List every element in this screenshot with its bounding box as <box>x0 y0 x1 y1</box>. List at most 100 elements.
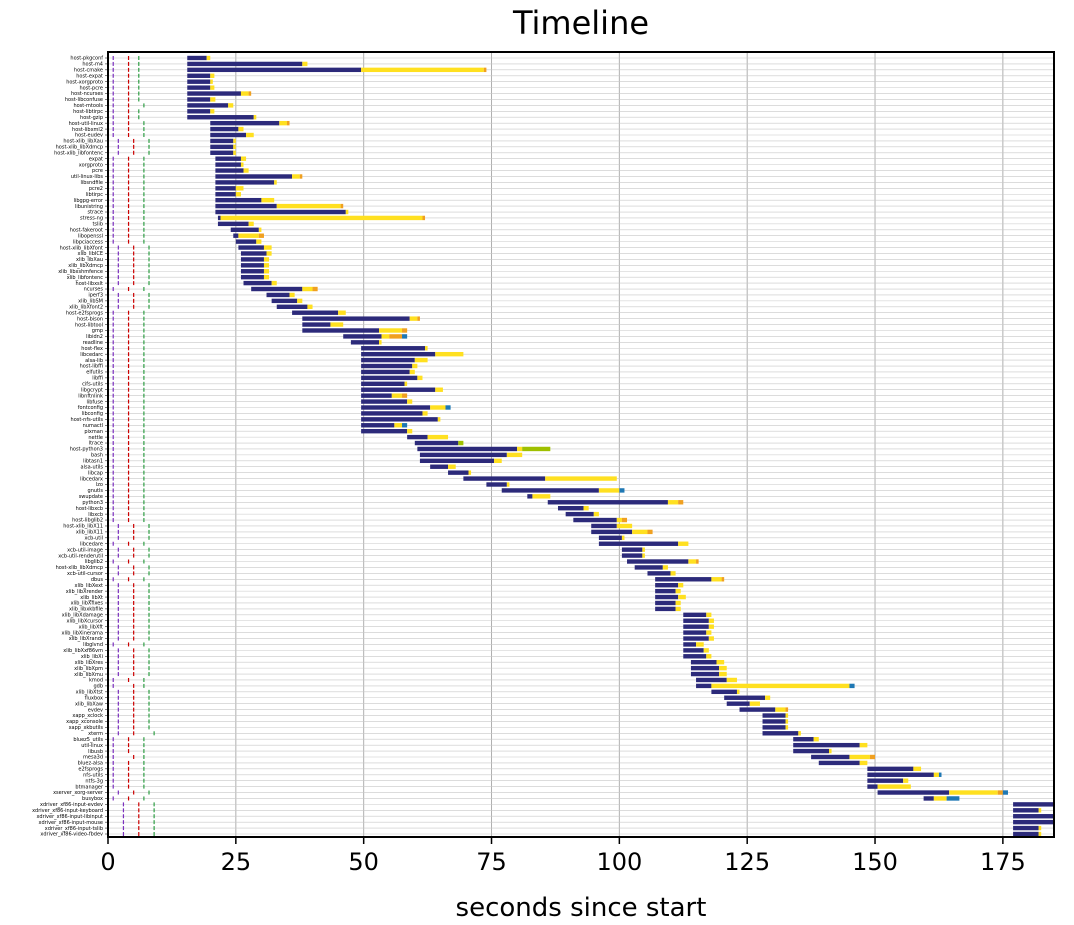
step-bar <box>215 192 236 197</box>
y-tick-label: host-mtools <box>73 103 103 109</box>
step-bar <box>302 61 308 67</box>
step-bar <box>233 150 236 155</box>
stage-mark <box>143 737 145 742</box>
step-bar <box>616 517 622 523</box>
x-tick-label: 100 <box>596 848 642 876</box>
step-bar <box>678 594 686 600</box>
y-tick-label: stress-ng <box>80 216 103 222</box>
step-bar <box>708 636 714 641</box>
y-tick-label: xdriver_xf86-input-mouse <box>39 820 104 826</box>
step-bar <box>573 517 617 523</box>
step-bar <box>391 393 403 398</box>
stage-mark <box>112 381 114 386</box>
stage-mark <box>143 180 145 185</box>
stage-mark <box>143 346 145 351</box>
stage-mark <box>143 446 145 451</box>
stage-mark <box>148 583 150 588</box>
y-tick-label: cifs-utils <box>82 382 103 388</box>
step-bar <box>256 239 262 244</box>
stage-mark <box>143 156 145 161</box>
y-tick-label: gmp <box>92 328 103 334</box>
y-tick-label: libusb <box>88 749 103 755</box>
stage-mark <box>127 423 130 428</box>
step-bar <box>233 138 236 144</box>
step-bar <box>187 73 211 78</box>
stage-mark <box>133 636 135 641</box>
step-bar <box>719 665 727 671</box>
row-grid <box>108 57 1054 835</box>
step-bar <box>248 91 252 96</box>
stage-mark <box>143 393 145 398</box>
stage-mark <box>127 352 130 357</box>
stage-mark <box>133 707 135 712</box>
step-bar <box>683 648 704 653</box>
step-bar <box>430 464 449 469</box>
stage-mark <box>143 429 145 434</box>
stage-mark <box>117 595 119 600</box>
step-bar <box>762 731 799 736</box>
stage-mark <box>148 654 150 659</box>
y-tick-label: host-xlib_libXdmcp <box>56 145 103 151</box>
step-bar <box>811 754 850 760</box>
y-tick-label: bluez5_utils <box>73 737 103 743</box>
step-bar <box>233 233 239 238</box>
step-bar <box>483 67 487 73</box>
step-bar <box>187 79 211 84</box>
step-bar <box>598 541 679 546</box>
y-tick-label: libgcrypt <box>81 387 103 393</box>
step-bar <box>414 357 428 363</box>
y-tick-label: kmod <box>89 678 103 684</box>
step-bar <box>338 310 346 315</box>
stage-mark <box>143 369 145 374</box>
step-bar <box>302 328 380 333</box>
y-tick-label: util-linux-libs <box>71 174 104 180</box>
stage-mark <box>143 322 145 327</box>
stage-mark <box>112 127 114 132</box>
stage-mark <box>133 624 135 629</box>
stage-mark <box>112 85 114 90</box>
y-tick-label: libcedarx <box>80 476 103 482</box>
stage-mark <box>143 470 145 475</box>
stage-mark <box>133 547 135 552</box>
plot-frame <box>107 51 1055 838</box>
stage-mark <box>143 476 145 481</box>
stage-mark <box>112 399 114 404</box>
stage-mark <box>127 429 130 434</box>
step-bar <box>785 719 789 724</box>
step-bar <box>621 553 643 558</box>
step-bar <box>849 754 870 760</box>
stage-mark <box>133 600 135 605</box>
stage-mark <box>117 535 119 540</box>
stage-mark <box>148 251 150 256</box>
y-tick-label: xlib_libXdmcp <box>68 263 103 269</box>
step-bar <box>210 79 213 84</box>
stage-mark <box>133 535 135 540</box>
stage-mark <box>112 387 114 392</box>
y-tick-label: xlib_libXdamage <box>62 613 103 619</box>
stage-mark <box>138 61 140 66</box>
stage-mark <box>127 760 130 765</box>
step-bar <box>642 553 645 558</box>
y-tick-label: host-libconfuse <box>65 97 103 103</box>
stage-mark <box>112 778 114 783</box>
step-bar <box>647 529 653 535</box>
stage-mark <box>117 660 119 665</box>
stage-mark <box>143 221 145 226</box>
stage-mark <box>143 452 145 457</box>
stage-mark <box>127 227 130 232</box>
step-bar <box>949 790 998 795</box>
stage-mark <box>143 458 145 463</box>
step-bar <box>240 251 267 256</box>
step-bar <box>683 642 697 647</box>
stage-mark <box>133 648 135 653</box>
step-bar <box>235 192 241 197</box>
step-bar <box>683 630 707 635</box>
stage-mark <box>112 61 114 66</box>
y-tick-label: xdriver_xf86-video-fbdev <box>40 832 103 838</box>
step-bar <box>240 274 264 280</box>
chart-title: Timeline <box>512 4 649 42</box>
stage-mark <box>143 239 145 244</box>
y-tick-labels: host-pkgconfhost-m4host-cmakehost-expath… <box>32 56 108 838</box>
step-bar <box>696 642 704 647</box>
stage-mark <box>117 707 119 712</box>
